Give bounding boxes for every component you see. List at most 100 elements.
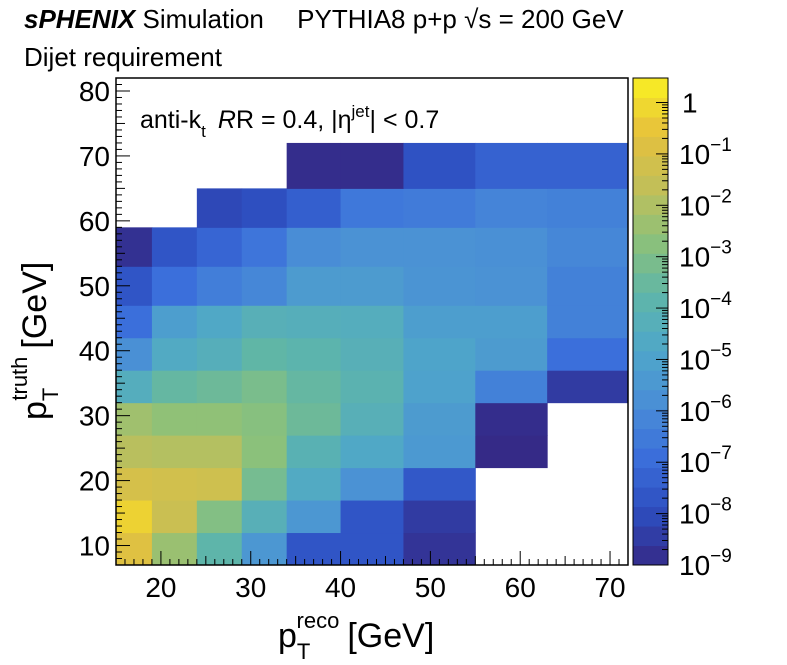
heatmap-cell xyxy=(403,337,476,371)
heatmap-cell xyxy=(286,500,342,534)
heatmap-cell xyxy=(151,305,198,339)
heatmap-cell xyxy=(475,435,548,469)
color-scale-label: 10−7 xyxy=(679,443,732,478)
heatmap-cell xyxy=(340,370,404,404)
heatmap-cell xyxy=(241,227,288,267)
x-tick-label: 30 xyxy=(235,572,266,603)
heatmap-cell xyxy=(116,435,153,469)
heatmap-cell xyxy=(547,370,628,404)
heatmap-cell xyxy=(547,337,628,371)
color-scale-step xyxy=(633,545,668,566)
color-scale-step xyxy=(633,155,668,176)
heatmap-cell xyxy=(241,532,288,565)
heatmap-cell xyxy=(116,402,153,436)
heatmap-cell xyxy=(340,266,404,306)
heatmap-cell xyxy=(547,188,628,228)
heatmap-cell xyxy=(547,305,628,339)
heatmap-cell xyxy=(340,532,404,565)
heatmap-cell xyxy=(340,435,404,469)
color-scale-ticks: 1 10−1 10−2 10−3 10−4 10−5 10−6 10−7 10−8 10−9 xyxy=(656,88,732,581)
heatmap-cell xyxy=(475,188,548,228)
color-scale-label: 10−2 xyxy=(679,186,732,221)
energy-label: s = 200 GeV xyxy=(478,4,624,34)
heatmap-cell xyxy=(151,467,198,501)
heatmap-cell xyxy=(286,402,342,436)
y-tick-label: 60 xyxy=(79,206,110,237)
heatmap-cell xyxy=(241,188,288,228)
requirement-label: Dijet requirement xyxy=(24,42,222,72)
heatmap-cell xyxy=(286,467,342,501)
heatmap-cell xyxy=(116,370,153,404)
color-scale-label: 10−6 xyxy=(679,392,732,427)
y-tick-label: 70 xyxy=(79,141,110,172)
color-scale-step xyxy=(633,526,668,547)
color-scale-step xyxy=(633,506,668,527)
heatmap-cell xyxy=(241,370,288,404)
color-scale-step xyxy=(633,272,668,293)
heatmap-cell xyxy=(241,435,288,469)
heatmap-cell xyxy=(403,305,476,339)
sqrt-icon: √ xyxy=(464,4,479,34)
y-tick-label: 30 xyxy=(79,401,110,432)
heatmap-cell xyxy=(286,227,342,267)
color-scale-step xyxy=(633,253,668,274)
heatmap-cell xyxy=(340,227,404,267)
color-scale-step xyxy=(633,448,668,469)
heatmap-cell xyxy=(241,467,288,501)
x-axis: 20 30 40 50 60 70 xyxy=(115,551,629,603)
color-scale-step xyxy=(633,428,668,449)
color-scale-step xyxy=(633,78,668,98)
heatmap-cell xyxy=(547,142,628,189)
heatmap-cell xyxy=(116,467,153,501)
heatmap-cell xyxy=(151,402,198,436)
color-scale-step xyxy=(633,467,668,488)
heatmap-cell xyxy=(340,402,404,436)
heatmap-cell xyxy=(241,337,288,371)
heatmap-cell xyxy=(196,532,243,565)
heatmap-cell xyxy=(286,305,342,339)
simulation-label: Simulation xyxy=(142,4,264,34)
heatmap-cell xyxy=(286,142,342,189)
color-scale-label: 1 xyxy=(682,88,698,119)
generator-label: PYTHIA8 p+p xyxy=(297,4,457,34)
color-scale-step xyxy=(633,389,668,410)
heatmap-cell xyxy=(475,305,548,339)
color-scale-step xyxy=(633,350,668,371)
heatmap-cell xyxy=(286,370,342,404)
heatmap-cell xyxy=(151,435,198,469)
heatmap-cell xyxy=(475,402,548,436)
heatmap-cell xyxy=(475,337,548,371)
jet-annotation: anti-kt RR = 0.4, |ηjet| < 0.7 xyxy=(140,102,439,141)
y-tick-label: 80 xyxy=(79,76,110,107)
plot-frame xyxy=(115,77,629,566)
x-tick-label: 20 xyxy=(145,572,176,603)
y-axis: 10 20 30 40 50 60 70 80 xyxy=(79,76,130,566)
heatmap-cell xyxy=(196,370,243,404)
heatmap-cell xyxy=(241,402,288,436)
y-tick-label: 40 xyxy=(79,336,110,367)
heatmap-cell xyxy=(116,305,153,339)
color-scale-label: 10−3 xyxy=(679,238,732,273)
heatmap-cell xyxy=(116,227,153,267)
heatmap-cell xyxy=(151,266,198,306)
heatmap-cell xyxy=(403,370,476,404)
color-scale-label: 10−5 xyxy=(679,340,732,375)
heatmap-cell xyxy=(196,227,243,267)
heatmap-cell xyxy=(196,305,243,339)
x-tick-label: 50 xyxy=(415,572,446,603)
heatmap-cell xyxy=(547,266,628,306)
color-scale-step xyxy=(633,175,668,196)
heatmap-cell xyxy=(151,337,198,371)
heatmap-cell xyxy=(340,142,404,189)
color-scale-step xyxy=(633,233,668,254)
heatmap-cell xyxy=(286,266,342,306)
heatmap-cell xyxy=(151,370,198,404)
heatmap-cell xyxy=(403,467,476,501)
color-scale-frame xyxy=(632,77,669,566)
x-axis-title: pTreco [GeV] xyxy=(278,608,434,664)
heatmap-cell xyxy=(475,227,548,267)
header-line-1: sPHENIX Simulation PYTHIA8 p+p √s = 200 … xyxy=(24,4,624,35)
heatmap-cell xyxy=(403,142,476,189)
heatmap-cell xyxy=(286,188,342,228)
